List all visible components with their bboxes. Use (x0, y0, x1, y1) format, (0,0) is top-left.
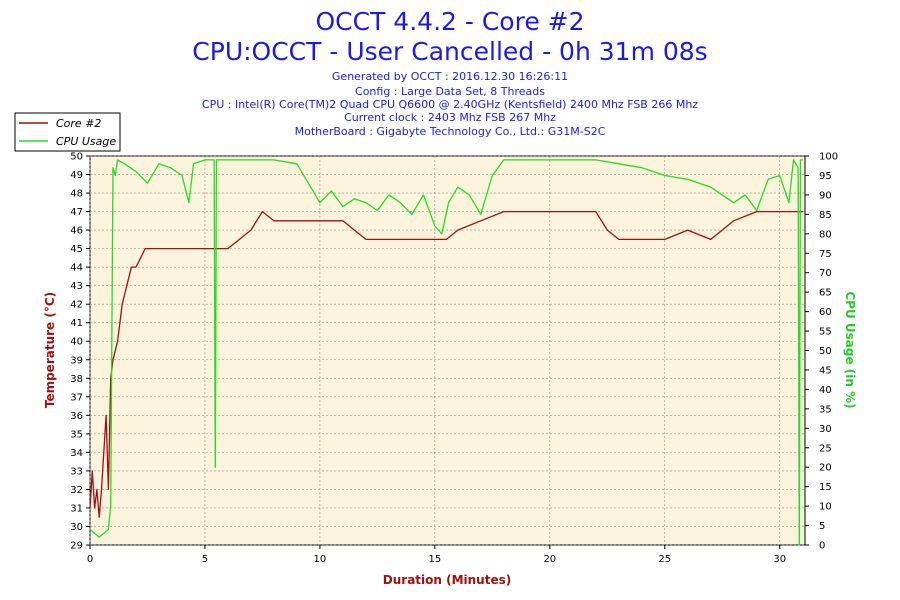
y-left-tick-label: 31 (70, 503, 83, 514)
y-right-tick-label: 25 (819, 443, 832, 454)
y-left-tick-label: 47 (70, 207, 83, 218)
axes-layer: 29 30 31 32 33 34 35 36 37 38 39 40 41 42 43 44 45 46 47 48… (70, 152, 838, 566)
series-line-cpu-usage (89, 159, 803, 546)
y-left-tick-label: 44 (70, 263, 83, 274)
x-tick-label: 0 (87, 554, 93, 565)
y-left-tick-label: 42 (70, 300, 83, 311)
legend-box (14, 112, 121, 152)
y-right-tick-label: 70 (819, 268, 832, 279)
y-right-tick-label: 10 (819, 502, 832, 513)
x-tick-label: 25 (658, 554, 671, 565)
y-axis-right-title: CPU Usage (in %) (843, 291, 857, 408)
y-right-tick-label: 95 (819, 171, 832, 182)
x-axis-title: Duration (Minutes) (383, 573, 511, 587)
chart-title: OCCT 4.4.2 - Core #2 (316, 7, 585, 36)
x-tick-label: 20 (543, 554, 556, 565)
y-right-tick-label: 65 (819, 288, 832, 299)
y-left-tick-label: 41 (70, 318, 83, 329)
plot-area (89, 155, 806, 546)
y-right-tick-label: 35 (819, 404, 832, 415)
legend-label-cpu-usage: CPU Usage (56, 135, 116, 148)
clock-line: Current clock : 2403 Mhz FSB 267 Mhz (344, 111, 556, 124)
y-left-tick-label: 29 (70, 541, 83, 552)
legend: Core #2 CPU Usage (14, 112, 121, 152)
y-left-tick-label: 38 (70, 374, 83, 385)
y-right-tick-label: 40 (819, 385, 832, 396)
y-left-tick-label: 37 (70, 392, 83, 403)
x-tick-label: 30 (773, 554, 786, 565)
y-right-tick-label: 30 (819, 424, 832, 435)
y-left-tick-label: 34 (70, 448, 83, 459)
y-right-tick-label: 60 (819, 307, 832, 318)
chart-subtitle: CPU:OCCT - User Cancelled - 0h 31m 08s (192, 37, 707, 66)
y-right-tick-label: 90 (819, 190, 832, 201)
motherboard-line: MotherBoard : Gigabyte Technology Co., L… (295, 125, 606, 138)
y-right-tick-label: 5 (819, 521, 825, 532)
y-left-tick-label: 30 (70, 522, 83, 533)
y-right-tick-label: 20 (819, 463, 832, 474)
x-tick-label: 15 (428, 554, 441, 565)
y-right-tick-label: 50 (819, 346, 832, 357)
y-right-tick-label: 80 (819, 229, 832, 240)
y-left-tick-label: 36 (70, 411, 83, 422)
y-right-tick-label: 100 (819, 152, 838, 163)
cpu-line: CPU : Intel(R) Core(TM)2 Quad CPU Q6600 … (202, 98, 698, 111)
y-left-tick-label: 48 (70, 189, 83, 200)
y-left-tick-label: 32 (70, 485, 83, 496)
y-right-tick-label: 0 (819, 541, 825, 552)
y-right-tick-label: 85 (819, 210, 832, 221)
legend-label-core2: Core #2 (56, 117, 101, 130)
y-left-tick-label: 35 (70, 429, 83, 440)
y-left-tick-label: 45 (70, 244, 83, 255)
config-line: Config : Large Data Set, 8 Threads (355, 85, 545, 98)
y-right-tick-label: 45 (819, 365, 832, 376)
generated-line: Generated by OCCT : 2016.12.30 16:26:11 (332, 70, 568, 83)
x-tick-label: 5 (202, 554, 208, 565)
y-right-tick-label: 15 (819, 482, 832, 493)
y-axis-left-title: Temperature (°C) (43, 292, 57, 408)
grid (89, 155, 805, 546)
y-right-tick-label: 55 (819, 327, 832, 338)
y-left-tick-label: 43 (70, 281, 83, 292)
y-left-tick-label: 50 (70, 152, 83, 163)
y-right-tick-label: 75 (819, 249, 832, 260)
y-left-tick-label: 40 (70, 337, 83, 348)
x-tick-label: 10 (314, 554, 327, 565)
y-left-tick-label: 33 (70, 466, 83, 477)
y-left-tick-label: 49 (70, 170, 83, 181)
y-left-tick-label: 39 (70, 355, 83, 366)
y-left-tick-label: 46 (70, 226, 83, 237)
series-layer (89, 159, 803, 546)
